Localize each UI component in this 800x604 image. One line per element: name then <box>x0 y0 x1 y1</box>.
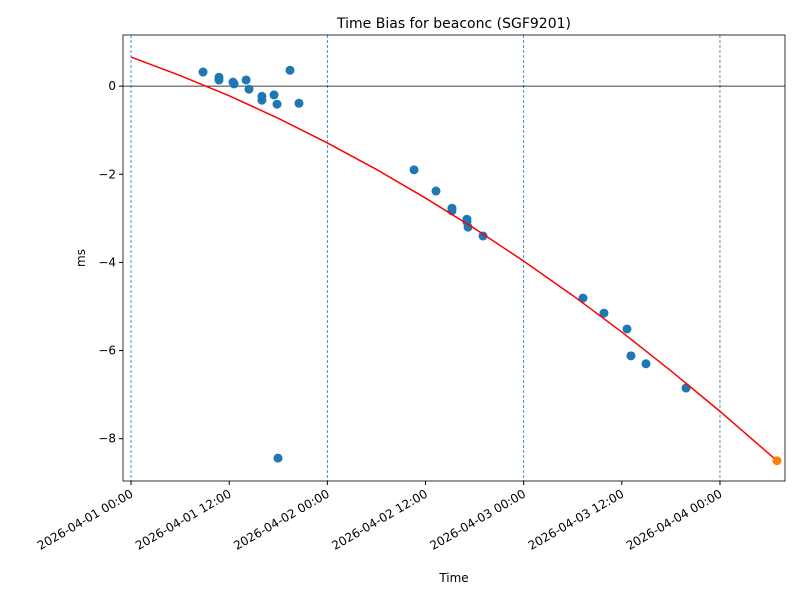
point <box>214 75 224 85</box>
point <box>578 293 588 303</box>
y-tick-label: 0 <box>108 79 116 93</box>
point <box>431 186 441 196</box>
point <box>772 456 782 466</box>
point <box>641 359 651 369</box>
point <box>622 324 632 334</box>
fit-line <box>130 56 778 462</box>
point <box>409 165 419 175</box>
chart-title: Time Bias for beaconc (SGF9201) <box>336 16 571 32</box>
point <box>463 222 473 232</box>
point <box>272 99 282 109</box>
y-tick-label: −4 <box>98 255 116 269</box>
point <box>681 383 691 393</box>
point <box>257 95 267 105</box>
point <box>478 231 488 241</box>
y-axis-label: ms <box>74 249 88 267</box>
point <box>273 453 283 463</box>
point <box>229 79 239 89</box>
y-tick-label: −2 <box>98 167 116 181</box>
plot-frame <box>122 34 786 482</box>
point <box>599 308 609 318</box>
point <box>198 67 208 77</box>
y-tick-label: −6 <box>98 344 116 358</box>
point <box>241 75 251 85</box>
point <box>244 84 254 94</box>
point <box>269 90 279 100</box>
point <box>285 65 295 75</box>
point <box>294 98 304 108</box>
y-tick-label: −8 <box>98 432 116 446</box>
x-axis-label: Time <box>438 571 468 585</box>
point <box>626 351 636 361</box>
